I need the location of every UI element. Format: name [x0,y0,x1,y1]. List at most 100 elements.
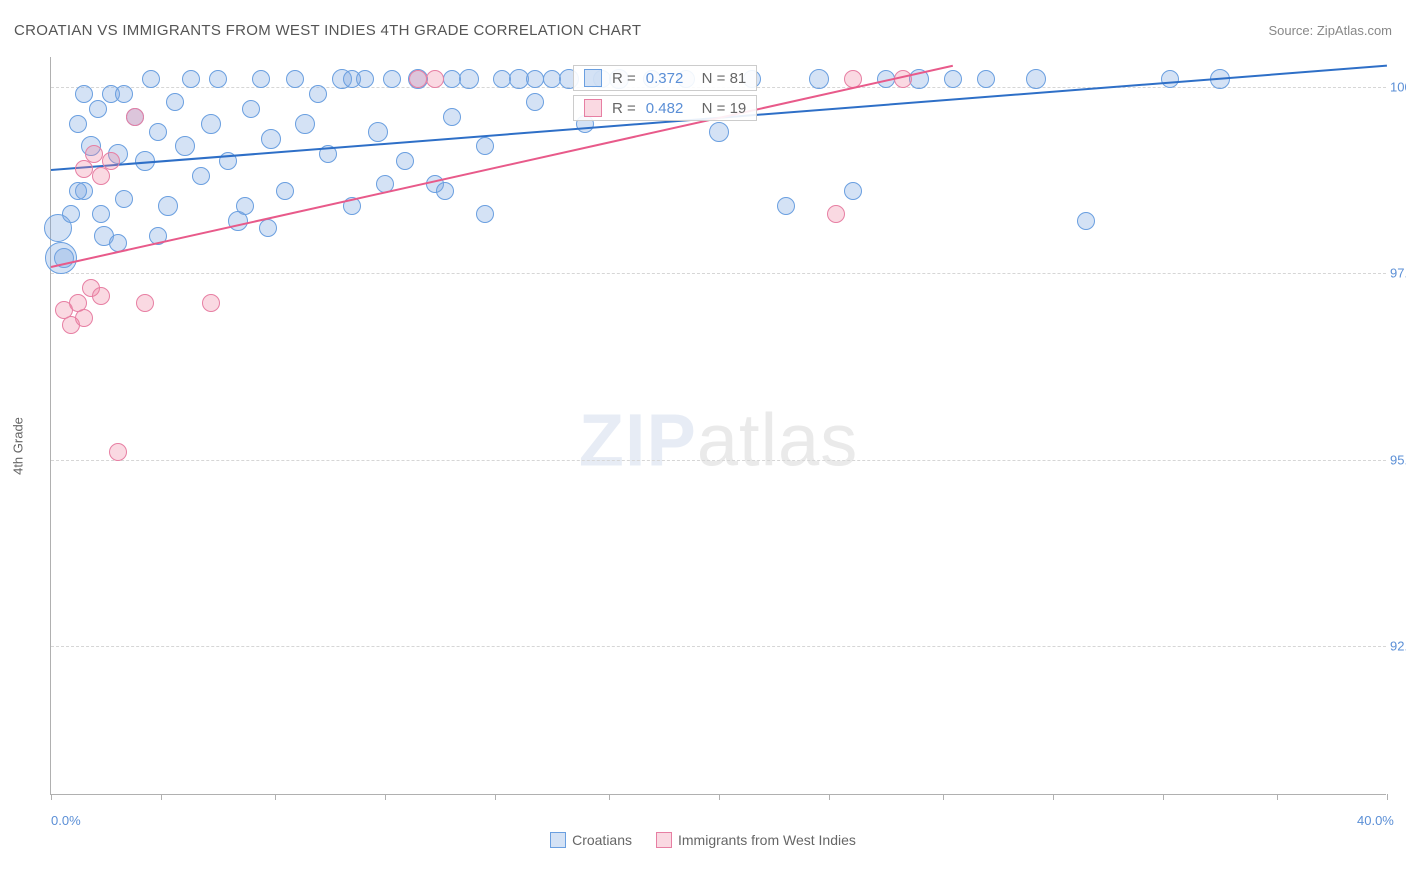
x-tick [51,794,52,800]
y-axis-label: 4th Grade [11,417,26,475]
scatter-point [89,100,107,118]
scatter-point [526,70,544,88]
legend-swatch-icon [550,832,566,848]
scatter-point [286,70,304,88]
scatter-point [175,136,195,156]
stat-box: R = 0.372 N = 81 [573,65,757,91]
x-tick-label: 0.0% [51,813,81,828]
x-tick [1277,794,1278,800]
legend-swatch-icon [656,832,672,848]
x-tick [495,794,496,800]
legend: Croatians Immigrants from West Indies [0,832,1406,848]
stat-box: R = 0.482 N = 19 [573,95,757,121]
stat-r-value: 0.372 [646,70,684,87]
scatter-point [192,167,210,185]
scatter-point [62,205,80,223]
scatter-point [777,197,795,215]
scatter-point [115,85,133,103]
scatter-point [809,69,829,89]
gridline [51,273,1386,274]
scatter-point [69,182,87,200]
scatter-point [109,443,127,461]
scatter-point [126,108,144,126]
scatter-point [827,205,845,223]
scatter-point [309,85,327,103]
x-tick [1163,794,1164,800]
scatter-point [396,152,414,170]
stat-r-label: R = [612,70,636,87]
scatter-point [436,182,454,200]
x-tick [609,794,610,800]
plot-area: ZIPatlas 92.5%95.0%97.5%100.0%0.0%40.0%R… [50,57,1386,795]
stat-swatch-icon [584,99,602,117]
scatter-point [75,309,93,327]
y-tick-label: 92.5% [1390,638,1406,653]
x-tick [943,794,944,800]
x-tick [275,794,276,800]
x-tick [829,794,830,800]
scatter-point [426,70,444,88]
chart-title: CROATIAN VS IMMIGRANTS FROM WEST INDIES … [14,22,641,39]
trend-line [51,64,953,267]
scatter-point [1161,70,1179,88]
scatter-point [166,93,184,111]
legend-item-croatians: Croatians [550,832,632,848]
scatter-point [894,70,912,88]
scatter-point [259,219,277,237]
scatter-point [944,70,962,88]
x-tick [161,794,162,800]
scatter-point [709,122,729,142]
scatter-point [142,70,160,88]
scatter-point [443,108,461,126]
scatter-point [182,70,200,88]
scatter-point [75,85,93,103]
scatter-point [202,294,220,312]
y-tick-label: 100.0% [1390,79,1406,94]
stat-n-label: N = 81 [693,70,746,87]
scatter-point [92,205,110,223]
scatter-point [1077,212,1095,230]
legend-label: Immigrants from West Indies [678,832,856,848]
scatter-point [236,197,254,215]
scatter-point [158,196,178,216]
scatter-point [844,182,862,200]
scatter-point [69,115,87,133]
scatter-point [209,70,227,88]
y-tick-label: 97.5% [1390,266,1406,281]
x-tick [1387,794,1388,800]
scatter-point [295,114,315,134]
scatter-point [476,137,494,155]
scatter-point [136,294,154,312]
scatter-point [115,190,133,208]
scatter-point [526,93,544,111]
scatter-point [92,167,110,185]
x-tick [385,794,386,800]
x-tick [1053,794,1054,800]
scatter-point [977,70,995,88]
stat-r-value: 0.482 [646,100,684,117]
scatter-point [45,242,77,274]
y-tick-label: 95.0% [1390,452,1406,467]
scatter-point [75,160,93,178]
scatter-point [276,182,294,200]
chart-source: Source: ZipAtlas.com [1268,23,1392,38]
stat-n-label: N = 19 [693,100,746,117]
scatter-point [252,70,270,88]
x-tick [719,794,720,800]
scatter-point [459,69,479,89]
legend-label: Croatians [572,832,632,848]
scatter-point [242,100,260,118]
legend-item-immigrants: Immigrants from West Indies [656,832,856,848]
scatter-point [1026,69,1046,89]
watermark: ZIPatlas [579,398,858,483]
scatter-point [92,287,110,305]
scatter-point [85,145,103,163]
scatter-point [102,152,120,170]
scatter-point [383,70,401,88]
scatter-point [409,70,427,88]
gridline [51,460,1386,461]
stat-r-label: R = [612,100,636,117]
scatter-point [368,122,388,142]
gridline [51,646,1386,647]
scatter-point [261,129,281,149]
